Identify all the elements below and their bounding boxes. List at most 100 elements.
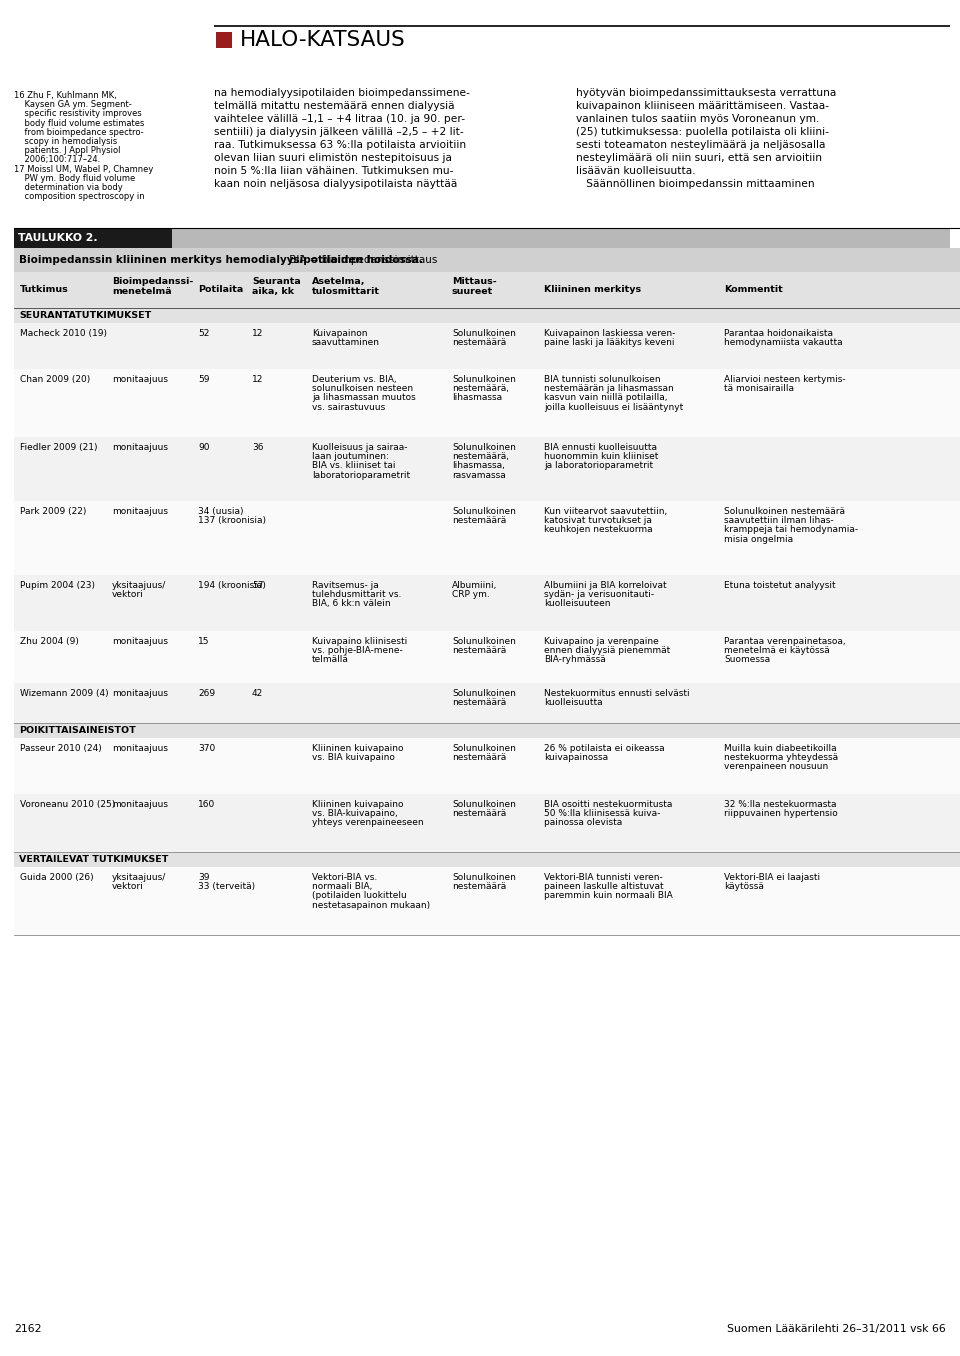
Text: Kuivapaino ja verenpaine: Kuivapaino ja verenpaine — [544, 637, 659, 645]
Text: Zhu 2004 (9): Zhu 2004 (9) — [20, 637, 79, 645]
Text: 59: 59 — [198, 376, 209, 384]
Text: kuivapainon kliiniseen määrittämiseen. Vastaa-: kuivapainon kliiniseen määrittämiseen. V… — [576, 100, 829, 111]
Text: 194 (kroonisia): 194 (kroonisia) — [198, 580, 266, 590]
Text: vs. BIA kuivapaino: vs. BIA kuivapaino — [312, 753, 395, 762]
Text: 15: 15 — [198, 637, 209, 645]
Text: 160: 160 — [198, 800, 215, 810]
Text: solunulkoisen nesteen: solunulkoisen nesteen — [312, 384, 413, 393]
Text: vektori: vektori — [112, 590, 144, 599]
Text: aika, kk: aika, kk — [252, 287, 294, 296]
Text: nestekuorma yhteydessä: nestekuorma yhteydessä — [724, 753, 838, 762]
Text: verenpaineen nousuun: verenpaineen nousuun — [724, 762, 828, 772]
Text: TAULUKKO 2.: TAULUKKO 2. — [18, 233, 98, 243]
Text: CRP ym.: CRP ym. — [452, 590, 490, 599]
Text: sydän- ja verisuonitauti-: sydän- ja verisuonitauti- — [544, 590, 654, 599]
Text: Muilla kuin diabeetikoilla: Muilla kuin diabeetikoilla — [724, 744, 836, 753]
Text: yhteys verenpaineeseen: yhteys verenpaineeseen — [312, 819, 423, 827]
Bar — [14, 248, 960, 273]
Bar — [14, 575, 960, 631]
Text: BIA tunnisti solunulkoisen: BIA tunnisti solunulkoisen — [544, 376, 660, 384]
Text: nestemäärä: nestemäärä — [452, 647, 506, 655]
Text: noin 5 %:lla liian vähäinen. Tutkimuksen mu-: noin 5 %:lla liian vähäinen. Tutkimuksen… — [214, 165, 453, 176]
Text: 26 % potilaista ei oikeassa: 26 % potilaista ei oikeassa — [544, 744, 664, 753]
Text: vs. pohje-BIA-mene-: vs. pohje-BIA-mene- — [312, 647, 403, 655]
Text: Tutkimus: Tutkimus — [20, 286, 69, 294]
Text: 12: 12 — [252, 376, 263, 384]
Text: tulehdusmittarit vs.: tulehdusmittarit vs. — [312, 590, 401, 599]
Text: laan joutuminen:: laan joutuminen: — [312, 452, 389, 461]
Text: Ravitsemus- ja: Ravitsemus- ja — [312, 580, 379, 590]
Text: monitaajuus: monitaajuus — [112, 689, 168, 698]
Text: BIA ennusti kuolleisuutta: BIA ennusti kuolleisuutta — [544, 443, 657, 452]
Text: BIA-ryhmässä: BIA-ryhmässä — [544, 655, 606, 664]
Text: Kommentit: Kommentit — [724, 286, 782, 294]
Text: monitaajuus: monitaajuus — [112, 443, 168, 452]
Text: 370: 370 — [198, 744, 215, 753]
Text: Aliarvioi nesteen kertymis-: Aliarvioi nesteen kertymis- — [724, 376, 846, 384]
Text: from bioimpedance spectro-: from bioimpedance spectro- — [14, 127, 144, 137]
Text: Solunulkoinen: Solunulkoinen — [452, 744, 516, 753]
Text: kuolleisuutta: kuolleisuutta — [544, 698, 603, 708]
Text: Nestekuormitus ennusti selvästi: Nestekuormitus ennusti selvästi — [544, 689, 689, 698]
Text: 12: 12 — [252, 330, 263, 338]
Text: yksitaajuus/: yksitaajuus/ — [112, 873, 166, 881]
Text: painossa olevista: painossa olevista — [544, 819, 622, 827]
Text: 36: 36 — [252, 443, 263, 452]
Text: yksitaajuus/: yksitaajuus/ — [112, 580, 166, 590]
Text: nestetasapainon mukaan): nestetasapainon mukaan) — [312, 900, 430, 910]
Bar — [14, 500, 960, 575]
Text: BIA vs. kliiniset tai: BIA vs. kliiniset tai — [312, 461, 396, 471]
Text: Kliininen kuivapaino: Kliininen kuivapaino — [312, 800, 403, 810]
Text: 16 Zhu F, Kuhlmann MK,: 16 Zhu F, Kuhlmann MK, — [14, 91, 117, 100]
Text: 57: 57 — [252, 580, 263, 590]
Text: Seuranta: Seuranta — [252, 277, 300, 286]
Text: na hemodialyysipotilaiden bioimpedanssimene-: na hemodialyysipotilaiden bioimpedanssim… — [214, 88, 470, 98]
Text: Kaysen GA ym. Segment-: Kaysen GA ym. Segment- — [14, 100, 132, 110]
Text: scopy in hemodialysis: scopy in hemodialysis — [14, 137, 117, 146]
Text: Etuna toistetut analyysit: Etuna toistetut analyysit — [724, 580, 835, 590]
Text: vanlainen tulos saatiin myös Voroneanun ym.: vanlainen tulos saatiin myös Voroneanun … — [576, 114, 820, 123]
Text: Solunulkoinen: Solunulkoinen — [452, 637, 516, 645]
Text: Kun viitearvot saavutettiin,: Kun viitearvot saavutettiin, — [544, 507, 667, 517]
Text: sesti toteamaton nesteylimäärä ja neljäsosalla: sesti toteamaton nesteylimäärä ja neljäs… — [576, 140, 826, 151]
Text: Macheck 2010 (19): Macheck 2010 (19) — [20, 330, 107, 338]
Text: determination via body: determination via body — [14, 183, 123, 193]
Text: monitaajuus: monitaajuus — [112, 800, 168, 810]
Text: menetelmä: menetelmä — [112, 287, 172, 296]
Text: Fiedler 2009 (21): Fiedler 2009 (21) — [20, 443, 98, 452]
Text: lisäävän kuolleisuutta.: lisäävän kuolleisuutta. — [576, 165, 696, 176]
Text: Potilaita: Potilaita — [198, 286, 243, 294]
Text: 137 (kroonisia): 137 (kroonisia) — [198, 517, 266, 525]
Bar — [14, 852, 960, 866]
Text: Voroneanu 2010 (25): Voroneanu 2010 (25) — [20, 800, 115, 810]
Text: body fluid volume estimates: body fluid volume estimates — [14, 118, 144, 127]
Text: Solunulkoinen: Solunulkoinen — [452, 800, 516, 810]
Text: monitaajuus: monitaajuus — [112, 637, 168, 645]
Text: Guida 2000 (26): Guida 2000 (26) — [20, 873, 94, 881]
Text: Albumiini ja BIA korreloivat: Albumiini ja BIA korreloivat — [544, 580, 666, 590]
Text: 2162: 2162 — [14, 1323, 41, 1334]
Text: HALO-KATSAUS: HALO-KATSAUS — [240, 30, 406, 50]
Text: nestemäärä: nestemäärä — [452, 753, 506, 762]
Text: rasvamassa: rasvamassa — [452, 471, 506, 480]
Text: patients. J Appl Physiol: patients. J Appl Physiol — [14, 146, 121, 155]
Bar — [216, 33, 232, 47]
Text: paine laski ja lääkitys keveni: paine laski ja lääkitys keveni — [544, 338, 675, 347]
Text: VERTAILEVAT TUTKIMUKSET: VERTAILEVAT TUTKIMUKSET — [19, 856, 168, 864]
Text: Säännöllinen bioimpedanssin mittaaminen: Säännöllinen bioimpedanssin mittaaminen — [576, 179, 815, 188]
Text: SEURANTATUTKIMUKSET: SEURANTATUTKIMUKSET — [19, 311, 152, 320]
Text: riippuvainen hypertensio: riippuvainen hypertensio — [724, 810, 838, 818]
Text: keuhkojen nestekuorma: keuhkojen nestekuorma — [544, 525, 653, 534]
Bar — [14, 738, 960, 795]
Text: paremmin kuin normaali BIA: paremmin kuin normaali BIA — [544, 891, 673, 900]
Text: saavutettiin ilman lihas-: saavutettiin ilman lihas- — [724, 517, 833, 525]
Text: (potilaiden luokittelu: (potilaiden luokittelu — [312, 891, 407, 900]
Text: BIA osoitti nestekuormitusta: BIA osoitti nestekuormitusta — [544, 800, 672, 810]
Text: hyötyvän bioimpedanssimittauksesta verrattuna: hyötyvän bioimpedanssimittauksesta verra… — [576, 88, 836, 98]
Text: normaali BIA,: normaali BIA, — [312, 883, 372, 891]
Text: kuolleisuuteen: kuolleisuuteen — [544, 599, 611, 609]
Text: laboratorioparametrit: laboratorioparametrit — [312, 471, 410, 480]
Text: huonommin kuin kliiniset: huonommin kuin kliiniset — [544, 452, 659, 461]
Text: 39: 39 — [198, 873, 209, 881]
Bar — [14, 795, 960, 852]
